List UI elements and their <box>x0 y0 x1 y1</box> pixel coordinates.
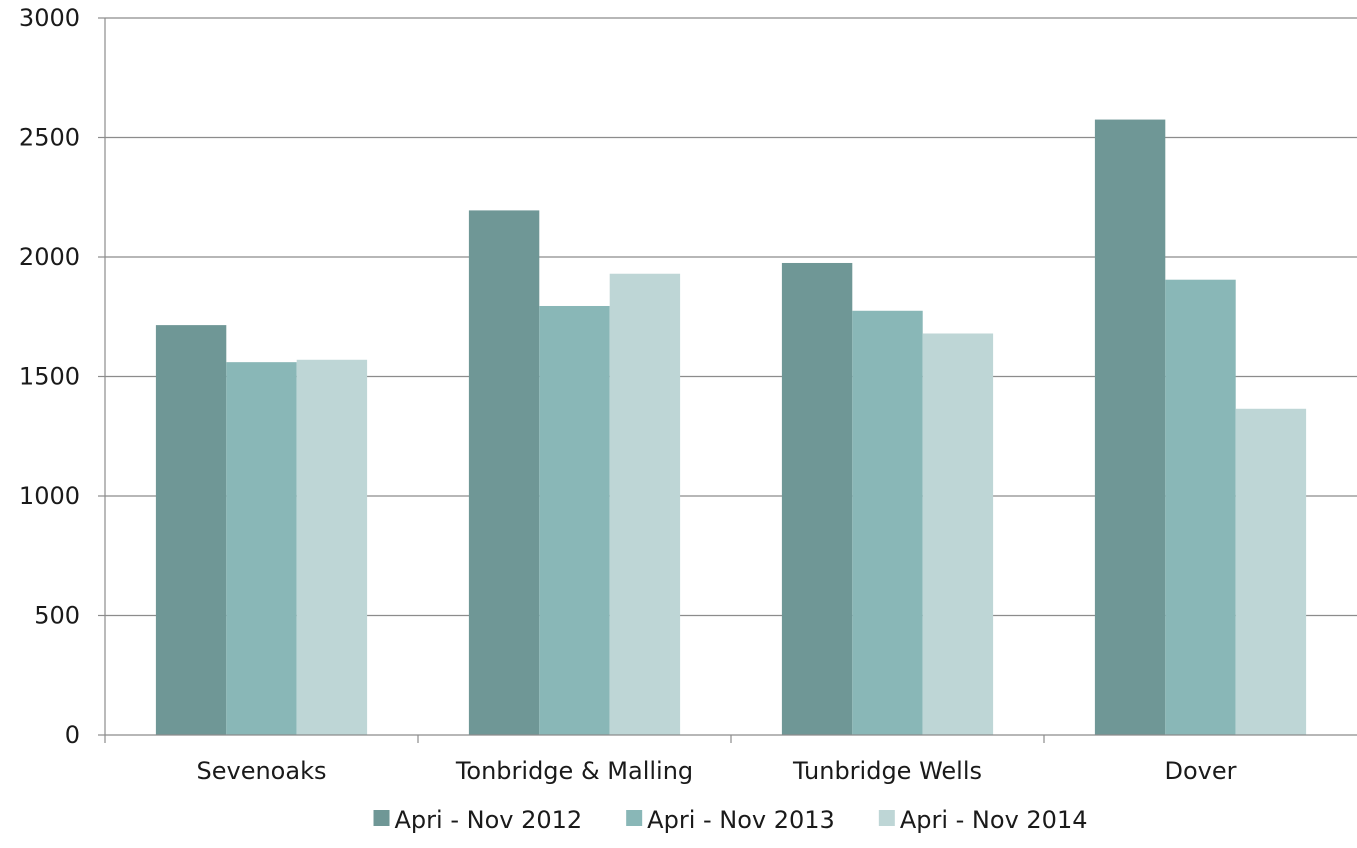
bar <box>1165 279 1236 735</box>
legend-label: Apri - Nov 2012 <box>395 806 583 834</box>
bar <box>781 262 853 735</box>
x-tick-label: Tunbridge Wells <box>792 757 982 785</box>
x-tick-label: Dover <box>1165 757 1237 785</box>
legend-label: Apri - Nov 2014 <box>900 806 1088 834</box>
legend-swatch <box>626 810 643 826</box>
y-tick-label: 1000 <box>19 482 80 510</box>
legend-label: Apri - Nov 2013 <box>647 806 835 834</box>
bar <box>296 359 368 735</box>
bar <box>609 273 681 735</box>
y-tick-label: 2500 <box>19 124 80 152</box>
bar <box>1235 408 1307 735</box>
bar <box>852 310 923 735</box>
y-tick-label: 3000 <box>19 4 80 32</box>
bars <box>155 119 1307 735</box>
axes: 0 500 1000 1500 2000 2500 3000 Sevenoaks Tonbrid… <box>19 4 1357 785</box>
y-tick-label: 0 <box>65 721 80 749</box>
legend: Apri - Nov 2012 Apri - Nov 2013 Apri - Nov… <box>373 806 1088 834</box>
bar <box>539 305 610 735</box>
legend-swatch <box>878 810 895 826</box>
bar <box>155 325 227 735</box>
bar <box>226 362 297 735</box>
x-tick-label: Sevenoaks <box>197 757 327 785</box>
bar <box>922 333 994 735</box>
y-tick-label: 1500 <box>19 363 80 391</box>
y-tick-label: 2000 <box>19 243 80 271</box>
y-tick-label: 500 <box>34 602 80 630</box>
x-tick-label: Tonbridge & Malling <box>455 757 693 785</box>
bar <box>468 210 540 735</box>
legend-swatch <box>373 810 390 826</box>
bar <box>1094 119 1166 735</box>
